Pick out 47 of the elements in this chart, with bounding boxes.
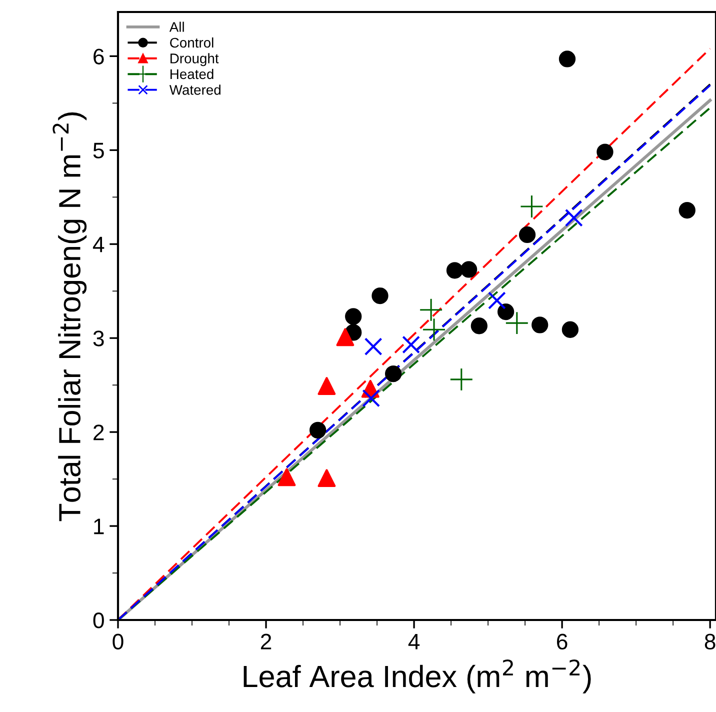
point	[497, 303, 514, 320]
point	[488, 292, 506, 310]
x-tick-label: 4	[408, 634, 420, 650]
y-tick-label: 4	[92, 236, 104, 252]
point	[558, 50, 576, 68]
y-axis-title: Total Foliar Nitrogen(g N m$^{−2}$)	[52, 112, 87, 522]
point	[562, 321, 579, 338]
x-tick-label: 2	[260, 634, 272, 650]
point	[372, 287, 388, 304]
point	[364, 338, 382, 356]
x-tick-label: 6	[557, 634, 568, 650]
point	[318, 377, 336, 395]
point	[278, 468, 296, 486]
point	[318, 469, 336, 488]
point	[446, 262, 464, 279]
legend-label: Watered	[169, 84, 220, 95]
point	[402, 336, 420, 354]
point	[470, 318, 488, 334]
y-tick-label: 5	[93, 142, 104, 158]
point	[362, 389, 380, 408]
point	[678, 202, 696, 219]
legend-label: All	[169, 22, 184, 32]
legend-label: Control	[170, 37, 214, 48]
y-tick-label: 0	[93, 612, 104, 628]
y-tick-label: 1	[94, 518, 104, 534]
x-tick-label: 0	[112, 634, 124, 650]
legend-label: Heated	[170, 68, 214, 80]
point	[564, 208, 583, 227]
point	[420, 298, 442, 321]
point	[532, 316, 548, 334]
point	[518, 226, 536, 244]
y-tick-label: 3	[93, 330, 104, 346]
point	[310, 422, 326, 439]
legend-label: Drought	[170, 53, 219, 66]
x-axis-title: Leaf Area Index (m$^{2}$ m$^{−2}$)	[244, 659, 591, 694]
point	[506, 312, 528, 334]
x-tick-label: 8	[704, 634, 716, 650]
point	[520, 196, 543, 218]
point	[596, 144, 614, 160]
point	[450, 368, 472, 390]
point	[423, 318, 445, 341]
point	[345, 308, 362, 325]
point	[336, 328, 354, 346]
y-tick-label: 2	[94, 424, 104, 440]
y-tick-label: 6	[94, 48, 104, 64]
point	[460, 261, 478, 278]
point	[384, 365, 402, 382]
